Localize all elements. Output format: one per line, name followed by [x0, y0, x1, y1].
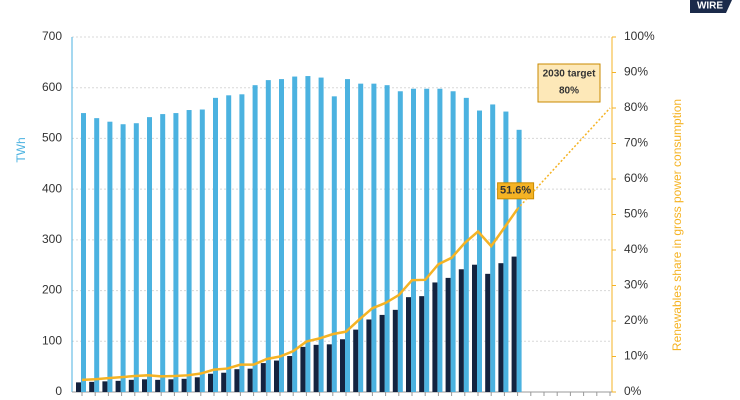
bar	[445, 277, 451, 392]
bar	[292, 76, 298, 393]
y2-tick-label: 40%	[624, 242, 648, 256]
y2-tick-label: 10%	[624, 349, 648, 363]
bar	[437, 88, 443, 392]
bar	[128, 379, 134, 392]
bar	[371, 83, 377, 393]
y2-tick-label: 80%	[624, 100, 648, 114]
share-line	[81, 208, 519, 382]
bar	[199, 109, 205, 393]
logo-box	[690, 0, 732, 13]
y2-tick-label: 20%	[624, 313, 648, 327]
bar	[300, 346, 306, 392]
bar	[89, 381, 95, 392]
bar	[458, 269, 464, 392]
y-tick-label: 300	[42, 232, 62, 246]
bar	[160, 114, 166, 392]
bar	[142, 379, 147, 392]
bar	[274, 360, 279, 392]
bar	[279, 79, 284, 392]
y2-tick-label: 50%	[624, 207, 648, 221]
bar	[247, 368, 253, 392]
bar	[463, 97, 469, 392]
bar	[511, 256, 517, 392]
bar	[252, 85, 258, 392]
y2-tick-label: 70%	[624, 136, 648, 150]
bar	[120, 124, 126, 392]
bar	[392, 309, 398, 392]
bar	[234, 369, 240, 392]
bar	[107, 121, 113, 392]
bar	[366, 319, 372, 392]
bar	[485, 273, 491, 392]
bar	[450, 91, 456, 392]
y-tick-label: 400	[42, 181, 62, 195]
bar	[424, 88, 430, 392]
bar	[260, 363, 266, 392]
bar	[498, 263, 504, 392]
bar	[181, 378, 187, 392]
logo: WIRE	[697, 1, 723, 12]
y2-tick-label: 0%	[624, 384, 642, 398]
y-axis-label: TWh	[14, 137, 28, 162]
bar	[490, 104, 496, 392]
bar	[213, 97, 218, 392]
bar	[305, 76, 311, 393]
bar	[340, 339, 345, 392]
bar	[397, 91, 403, 392]
bar	[287, 355, 293, 392]
bar	[331, 96, 337, 392]
value-label: 51.6%	[500, 185, 531, 197]
bar	[94, 118, 100, 393]
bar	[208, 373, 213, 392]
target-label: 80%	[559, 86, 579, 97]
bar	[168, 379, 174, 392]
bar	[265, 80, 271, 392]
bar	[432, 282, 438, 392]
bar	[194, 377, 200, 392]
bar	[516, 129, 522, 393]
bar	[503, 111, 509, 393]
bar	[353, 329, 359, 392]
y-tick-label: 200	[42, 283, 62, 297]
bar	[147, 117, 152, 392]
bar	[358, 83, 364, 393]
bar	[472, 264, 477, 392]
bar	[318, 77, 324, 393]
bar	[186, 110, 192, 393]
bar	[155, 379, 161, 392]
bar	[173, 113, 179, 393]
bar	[345, 79, 350, 392]
y2-tick-label: 100%	[624, 29, 655, 43]
y2-tick-label: 30%	[624, 278, 648, 292]
bar	[313, 344, 319, 392]
bar	[419, 296, 425, 392]
y2-tick-label: 90%	[624, 65, 648, 79]
y-tick-label: 500	[42, 131, 62, 145]
y2-axis-label: Renewables share in gross power consumpt…	[670, 99, 684, 351]
target-line	[517, 107, 611, 210]
bar	[102, 381, 108, 392]
bar	[384, 85, 390, 392]
bar	[326, 344, 332, 392]
y-tick-label: 100	[42, 333, 62, 347]
bar	[239, 94, 245, 393]
bar	[411, 88, 416, 392]
bar	[115, 380, 121, 392]
bar	[226, 95, 232, 393]
y2-tick-label: 60%	[624, 171, 648, 185]
bar	[76, 382, 81, 392]
bar	[379, 314, 385, 392]
bar	[81, 113, 86, 393]
bar	[221, 372, 227, 392]
bar	[133, 123, 139, 392]
y-tick-label: 600	[42, 80, 62, 94]
y-tick-label: 0	[55, 384, 62, 398]
bar	[406, 297, 411, 392]
target-box	[537, 63, 601, 103]
y-tick-label: 700	[42, 29, 62, 43]
target-label: 2030 target	[543, 69, 596, 80]
bar	[477, 110, 482, 393]
